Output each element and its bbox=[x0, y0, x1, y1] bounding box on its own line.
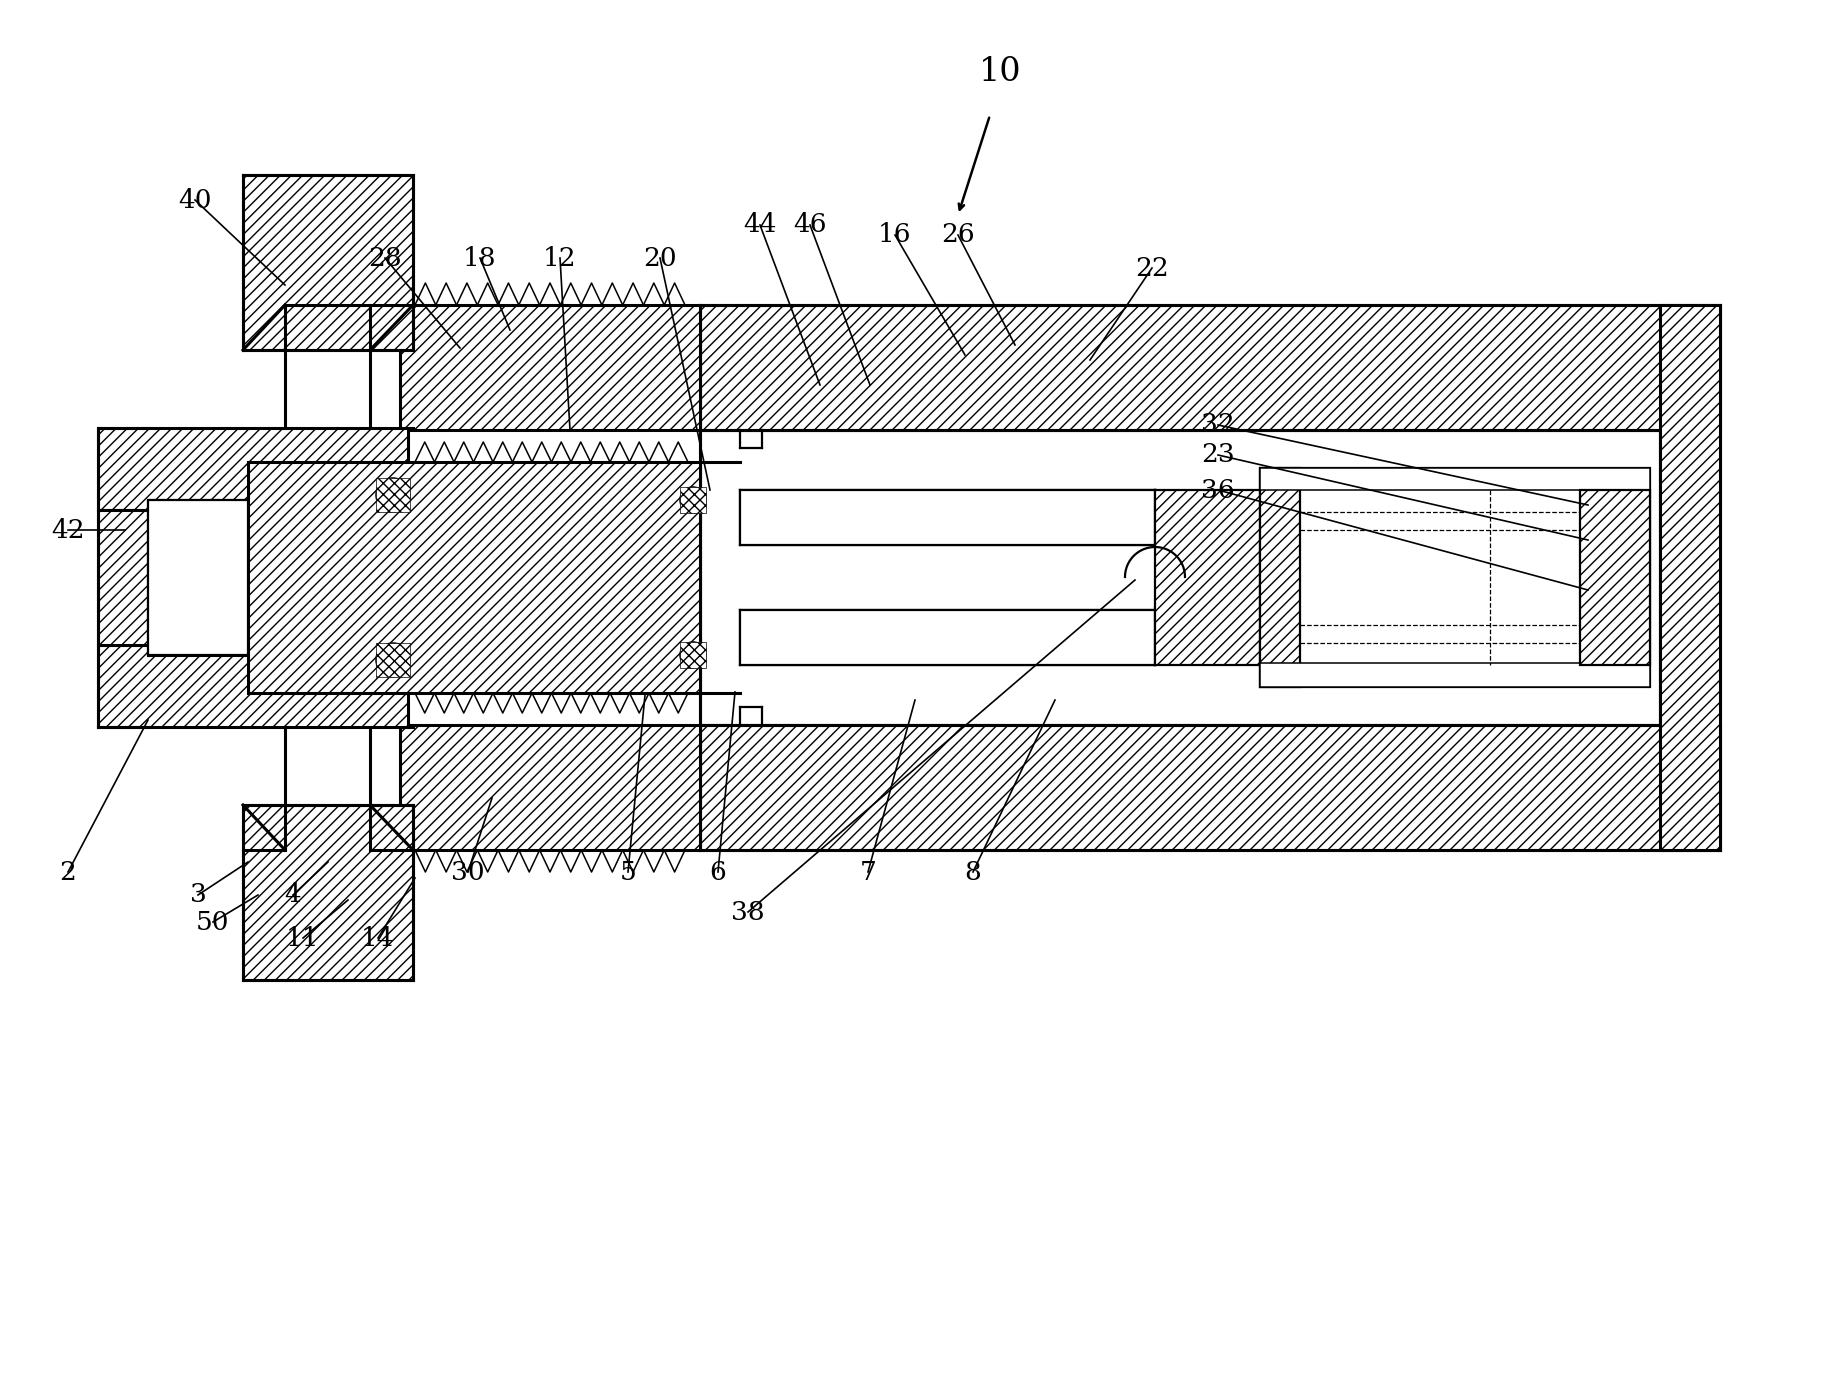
Polygon shape bbox=[1155, 490, 1260, 665]
Polygon shape bbox=[248, 462, 701, 693]
Circle shape bbox=[680, 487, 706, 514]
Circle shape bbox=[680, 642, 706, 668]
Text: 5: 5 bbox=[620, 859, 636, 884]
Text: 7: 7 bbox=[859, 859, 877, 884]
Polygon shape bbox=[701, 305, 1719, 430]
Polygon shape bbox=[1260, 468, 1300, 688]
Text: 26: 26 bbox=[942, 223, 975, 248]
Text: 18: 18 bbox=[463, 245, 497, 270]
Polygon shape bbox=[1260, 663, 1650, 688]
Text: 6: 6 bbox=[710, 859, 726, 884]
Polygon shape bbox=[243, 805, 414, 980]
Polygon shape bbox=[243, 175, 414, 349]
Polygon shape bbox=[1661, 305, 1719, 851]
Text: 32: 32 bbox=[1201, 412, 1234, 437]
Text: 8: 8 bbox=[965, 859, 982, 884]
Text: 50: 50 bbox=[197, 909, 230, 934]
Polygon shape bbox=[375, 477, 410, 512]
Text: 46: 46 bbox=[793, 213, 828, 238]
Text: 40: 40 bbox=[178, 188, 211, 213]
Text: 42: 42 bbox=[51, 518, 85, 543]
Polygon shape bbox=[401, 725, 701, 851]
Polygon shape bbox=[147, 500, 248, 656]
Text: 12: 12 bbox=[543, 245, 577, 270]
Polygon shape bbox=[375, 643, 410, 677]
Polygon shape bbox=[701, 430, 1661, 725]
Text: 23: 23 bbox=[1201, 443, 1234, 468]
Text: 38: 38 bbox=[732, 899, 765, 924]
Text: 14: 14 bbox=[360, 926, 395, 951]
Polygon shape bbox=[97, 427, 408, 509]
Text: 2: 2 bbox=[59, 859, 77, 884]
Text: 20: 20 bbox=[644, 245, 677, 270]
Circle shape bbox=[375, 477, 410, 512]
Text: 44: 44 bbox=[743, 213, 776, 238]
Text: 10: 10 bbox=[978, 56, 1021, 88]
Polygon shape bbox=[97, 644, 408, 727]
Text: 4: 4 bbox=[285, 883, 302, 908]
Polygon shape bbox=[401, 305, 701, 430]
Polygon shape bbox=[701, 725, 1719, 851]
Text: 30: 30 bbox=[451, 859, 485, 884]
Polygon shape bbox=[1580, 490, 1650, 665]
Polygon shape bbox=[739, 490, 1155, 546]
Polygon shape bbox=[739, 610, 1155, 665]
Text: 3: 3 bbox=[189, 883, 206, 908]
Text: 11: 11 bbox=[287, 926, 320, 951]
Polygon shape bbox=[1260, 468, 1650, 490]
Text: 16: 16 bbox=[879, 223, 912, 248]
Polygon shape bbox=[1260, 468, 1650, 688]
Polygon shape bbox=[680, 487, 706, 514]
Polygon shape bbox=[97, 509, 147, 644]
Polygon shape bbox=[680, 642, 706, 668]
Text: 28: 28 bbox=[368, 245, 401, 270]
Circle shape bbox=[375, 643, 410, 677]
Text: 22: 22 bbox=[1135, 256, 1170, 281]
Text: 36: 36 bbox=[1201, 477, 1234, 503]
